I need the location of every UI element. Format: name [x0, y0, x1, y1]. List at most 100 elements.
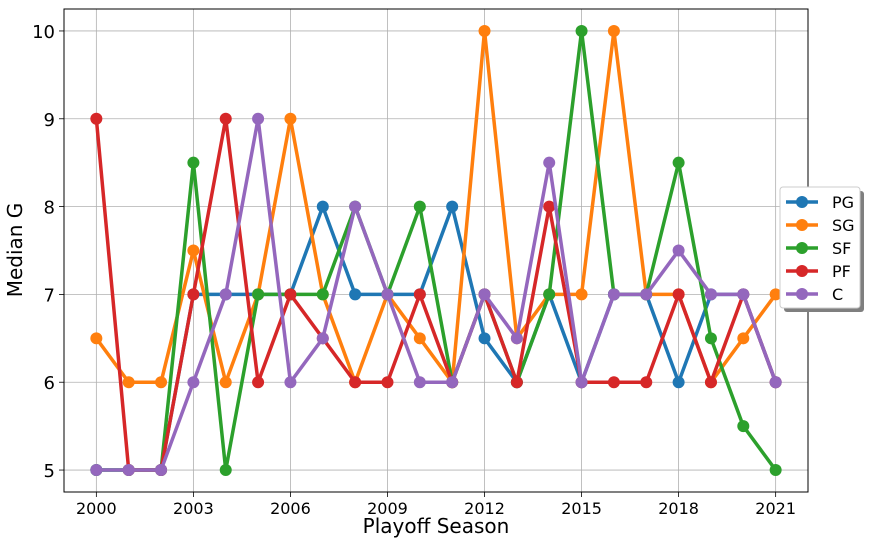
data-point-pf [510, 376, 523, 389]
data-point-pf [90, 112, 103, 125]
data-point-c [607, 288, 620, 301]
legend-marker-pf [796, 265, 808, 277]
legend-item-sg: SG [786, 216, 855, 235]
legend-label-pg: PG [832, 193, 854, 212]
x-tick-label: 2009 [367, 499, 408, 518]
data-point-pf [413, 288, 426, 301]
legend-box [779, 186, 861, 309]
data-point-c [575, 376, 588, 389]
series-group [90, 24, 782, 477]
data-point-sg [122, 376, 135, 389]
data-point-sf [672, 156, 685, 169]
data-point-c [155, 464, 168, 477]
data-point-sf [252, 288, 265, 301]
data-point-c [446, 376, 459, 389]
data-point-sg [187, 244, 200, 257]
legend-marker-sg [796, 219, 808, 231]
x-tick-label: 2006 [270, 499, 311, 518]
data-point-c [316, 332, 329, 345]
data-point-sf [575, 24, 588, 37]
x-tick-label: 2012 [464, 499, 505, 518]
data-point-sf [704, 332, 717, 345]
x-axis-label: Playoff Season [363, 514, 510, 538]
data-point-sg [155, 376, 168, 389]
legend-item-sf: SF [786, 239, 851, 258]
data-point-pf [219, 112, 232, 125]
data-point-c [187, 376, 200, 389]
data-point-sg [90, 332, 103, 345]
data-point-pf [187, 288, 200, 301]
data-point-sg [607, 24, 620, 37]
legend-marker-sf [796, 242, 808, 254]
legend-marker-pg [796, 196, 808, 208]
data-point-pf [543, 200, 556, 213]
series-line-c [96, 117, 778, 472]
data-point-sf [219, 464, 232, 477]
data-point-sf [413, 200, 426, 213]
y-tick-label: 10 [32, 22, 55, 43]
data-point-sg [478, 24, 491, 37]
data-point-pf [349, 376, 362, 389]
legend-item-pf: PF [786, 262, 851, 281]
y-tick-label: 6 [44, 373, 55, 394]
y-axis-ticks: 5 6 7 8 9 10 [32, 22, 64, 482]
data-point-c [769, 376, 782, 389]
y-tick-label: 5 [44, 461, 55, 482]
data-point-pf [704, 376, 717, 389]
data-point-c [672, 244, 685, 257]
data-point-c [510, 332, 523, 345]
legend-label-sg: SG [832, 216, 855, 235]
legend: PG SG SF PF C [779, 186, 864, 312]
data-point-c [478, 288, 491, 301]
data-point-pf [284, 288, 297, 301]
x-tick-label: 2015 [561, 499, 602, 518]
data-point-pg [349, 288, 362, 301]
data-point-pf [640, 376, 653, 389]
data-point-sg [413, 332, 426, 345]
series-line-sf [96, 29, 778, 472]
data-point-c [381, 288, 394, 301]
data-point-c [543, 156, 556, 169]
series-c [90, 112, 782, 477]
data-point-c [737, 288, 750, 301]
y-tick-label: 7 [44, 285, 55, 306]
data-point-c [704, 288, 717, 301]
legend-label-sf: SF [832, 239, 851, 258]
data-point-pg [446, 200, 459, 213]
legend-label-c: C [832, 285, 843, 304]
data-point-sg [284, 112, 297, 125]
y-tick-label: 9 [44, 110, 55, 131]
data-point-pg [316, 200, 329, 213]
data-point-sf [316, 288, 329, 301]
data-point-pf [252, 376, 265, 389]
data-point-sg [769, 288, 782, 301]
data-point-sf [543, 288, 556, 301]
data-point-c [219, 288, 232, 301]
data-point-pf [672, 288, 685, 301]
series-line-pf [94, 117, 778, 472]
x-tick-label: 2018 [658, 499, 699, 518]
data-point-sf [769, 464, 782, 477]
legend-marker-c [796, 288, 808, 300]
data-point-sg [219, 376, 232, 389]
data-point-pg [478, 332, 491, 345]
x-axis-ticks: 2000 2003 2006 2009 2012 2015 2018 2021 [76, 492, 796, 518]
data-point-pg [672, 376, 685, 389]
legend-item-pg: PG [786, 193, 854, 212]
y-axis-label: Median G [3, 203, 27, 298]
data-point-sg [737, 332, 750, 345]
data-point-sg [575, 288, 588, 301]
x-tick-label: 2003 [173, 499, 214, 518]
data-point-c [349, 200, 362, 213]
data-point-c [640, 288, 653, 301]
data-point-sf [187, 156, 200, 169]
data-point-c [252, 112, 265, 125]
y-tick-label: 8 [44, 198, 55, 219]
legend-items: PG SG SF PF C [786, 193, 855, 304]
data-point-pf [381, 376, 394, 389]
data-point-c [413, 376, 426, 389]
data-point-pf [607, 376, 620, 389]
legend-label-pf: PF [832, 262, 851, 281]
